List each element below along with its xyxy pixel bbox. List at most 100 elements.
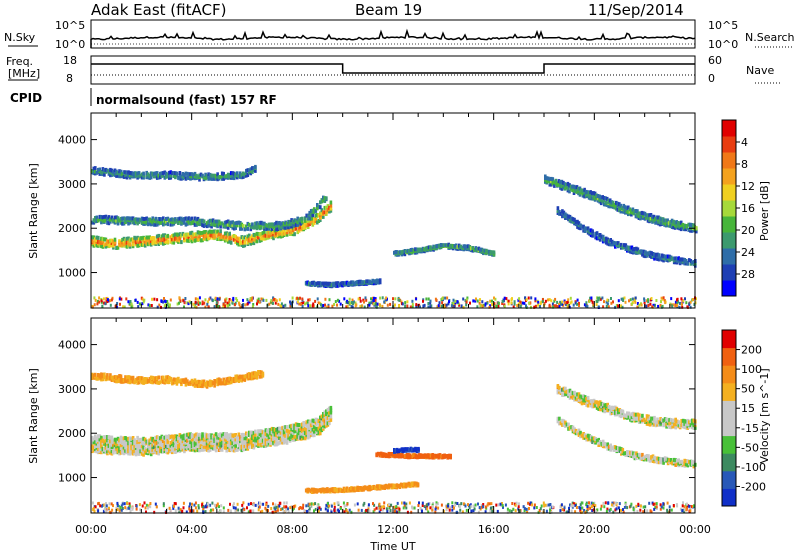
scatter-cell <box>107 215 111 220</box>
scatter-cell <box>602 196 606 200</box>
scatter-cell <box>184 377 188 382</box>
scatter-cell <box>214 448 218 453</box>
scatter-cell <box>226 219 230 224</box>
scatter-cell <box>118 242 121 247</box>
scatter-cell <box>140 221 144 225</box>
scatter-cell <box>689 300 692 304</box>
scatter-cell <box>663 422 667 427</box>
scatter-cell <box>240 175 244 180</box>
scatter-cell <box>198 441 201 446</box>
scatter-cell <box>160 434 164 439</box>
scatter-cell <box>210 175 213 180</box>
scatter-cell <box>226 437 230 441</box>
scatter-cell <box>162 233 165 238</box>
scatter-cell <box>669 460 673 465</box>
scatter-cell <box>219 175 222 179</box>
scatter-cell <box>597 305 600 309</box>
scatter-cell <box>579 223 582 228</box>
scatter-cell <box>255 223 259 228</box>
scatter-cell <box>692 464 696 469</box>
scatter-cell <box>136 235 139 240</box>
scatter-cell <box>242 224 245 229</box>
scatter-cell <box>160 305 162 309</box>
scatter-cell <box>556 384 560 388</box>
scatter-cell <box>663 417 667 422</box>
nave-tick-high: 60 <box>708 54 722 67</box>
scatter-cell <box>559 180 562 185</box>
scatter-cell <box>181 217 185 222</box>
scatter-cell <box>282 430 286 435</box>
scatter-cell <box>612 300 614 304</box>
scatter-cell <box>642 211 645 216</box>
scatter-cell <box>624 243 628 248</box>
scatter-cell <box>359 279 362 284</box>
scatter-cell <box>192 175 195 180</box>
scatter-cell <box>434 453 437 458</box>
scatter-cell <box>633 209 636 214</box>
scatter-cell <box>252 373 256 378</box>
scatter-cell <box>160 173 164 178</box>
scatter-cell <box>626 450 629 454</box>
scatter-cell <box>392 483 396 488</box>
scatter-cell <box>131 216 135 221</box>
scatter-cell <box>263 432 266 437</box>
scatter-cell <box>454 301 457 305</box>
scatter-cell <box>178 379 182 384</box>
scatter-cell <box>550 299 553 303</box>
scatter-cell <box>229 380 233 385</box>
scatter-cell <box>479 247 482 252</box>
scatter-cell <box>619 203 623 208</box>
beam-title: Beam 19 <box>355 1 422 19</box>
scatter-cell <box>142 171 145 176</box>
scatter-cell <box>110 442 114 447</box>
scatter-cell <box>437 304 440 308</box>
scatter-cell <box>157 441 160 446</box>
scatter-cell <box>360 486 364 491</box>
scatter-cell <box>134 449 138 453</box>
scatter-cell <box>232 379 236 384</box>
scatter-cell <box>578 304 580 307</box>
scatter-cell <box>143 237 147 242</box>
scatter-cell <box>638 249 641 254</box>
scatter-cell <box>149 375 153 380</box>
nsearch-label: N.Search <box>745 31 795 44</box>
scatter-cell <box>430 246 434 251</box>
scatter-cell <box>263 230 266 235</box>
scatter-cell <box>650 251 653 256</box>
noise-panel-traces <box>90 28 696 48</box>
scatter-cell <box>288 424 292 429</box>
scatter-cell <box>299 296 301 300</box>
scatter-cell <box>149 436 153 441</box>
scatter-cell <box>177 175 180 180</box>
scatter-cell <box>316 421 319 426</box>
scatter-cell <box>302 424 305 428</box>
scatter-cell <box>309 488 312 493</box>
scatter-cell <box>225 231 228 236</box>
scatter-cell <box>97 218 100 223</box>
scatter-cell <box>329 408 333 413</box>
scatter-cell <box>294 426 298 431</box>
scatter-cell <box>299 427 302 432</box>
scatter-cell <box>210 222 213 227</box>
scatter-cell <box>647 414 650 419</box>
scatter-cell <box>354 301 357 305</box>
scatter-cell <box>323 210 327 215</box>
scatter-cell <box>316 297 319 301</box>
scatter-cell <box>100 435 103 440</box>
scatter-cell <box>651 416 655 421</box>
scatter-cell <box>216 377 219 382</box>
scatter-cell <box>210 229 213 234</box>
scatter-cell <box>254 440 257 445</box>
scatter-cell <box>621 412 625 417</box>
scatter-cell <box>445 303 448 307</box>
scatter-cell <box>630 248 634 253</box>
scatter-cell <box>104 242 108 247</box>
scatter-cell <box>278 228 281 233</box>
scatter-cell <box>216 435 219 440</box>
scatter-cell <box>303 221 307 226</box>
scatter-cell <box>342 486 346 491</box>
scatter-cell <box>291 430 295 435</box>
scatter-cell <box>189 172 192 177</box>
scatter-cell <box>406 447 410 452</box>
scatter-cell <box>189 231 192 236</box>
